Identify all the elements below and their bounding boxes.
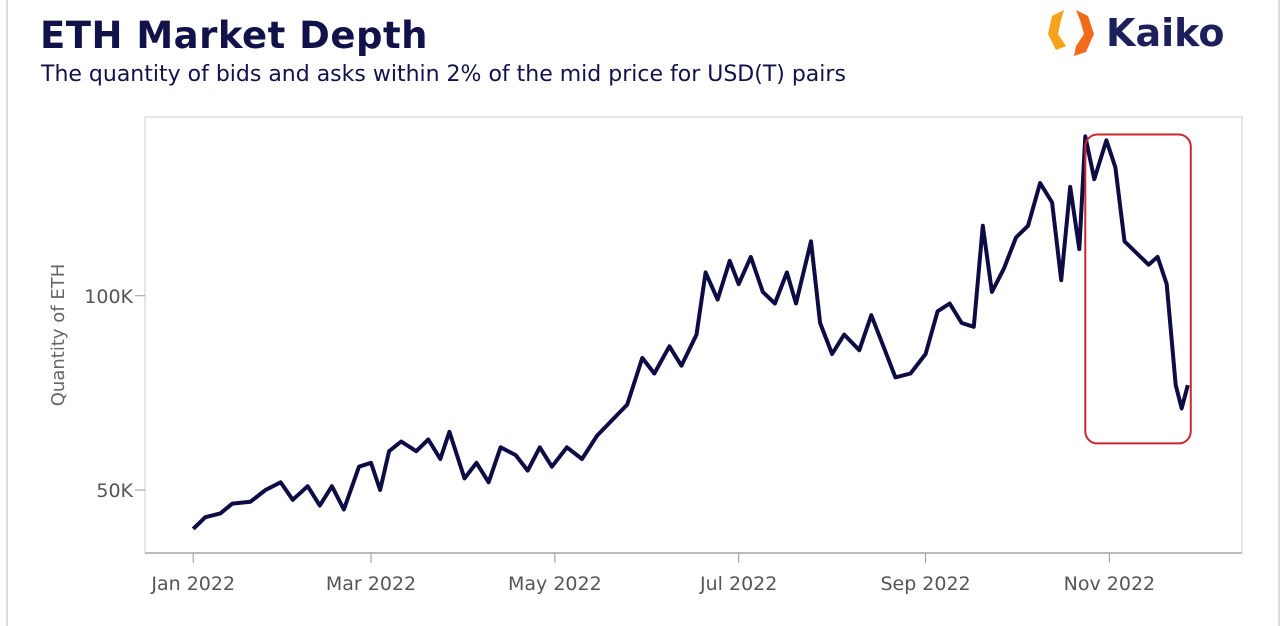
highlight-box xyxy=(1084,133,1192,445)
y-tick-label: 100K xyxy=(84,286,133,308)
x-tick-label: Mar 2022 xyxy=(326,573,416,595)
kaiko-hexagon-icon xyxy=(1048,10,1094,56)
x-tick-label: Nov 2022 xyxy=(1064,573,1155,595)
chart-title: ETH Market Depth xyxy=(40,14,428,57)
x-tick-label: May 2022 xyxy=(508,573,602,595)
x-tick-label: Sep 2022 xyxy=(880,573,970,595)
chart-frame xyxy=(6,0,1280,626)
y-axis-label: Quantity of ETH xyxy=(48,264,69,406)
y-tick-label: 50K xyxy=(96,480,133,502)
x-tick-label: Jul 2022 xyxy=(699,573,777,595)
x-tick-label: Jan 2022 xyxy=(150,573,235,595)
logo-text: Kaiko xyxy=(1106,11,1225,55)
kaiko-logo: Kaiko xyxy=(1044,6,1224,60)
chart-subtitle: The quantity of bids and asks within 2% … xyxy=(41,62,846,87)
series-line xyxy=(191,134,1190,531)
